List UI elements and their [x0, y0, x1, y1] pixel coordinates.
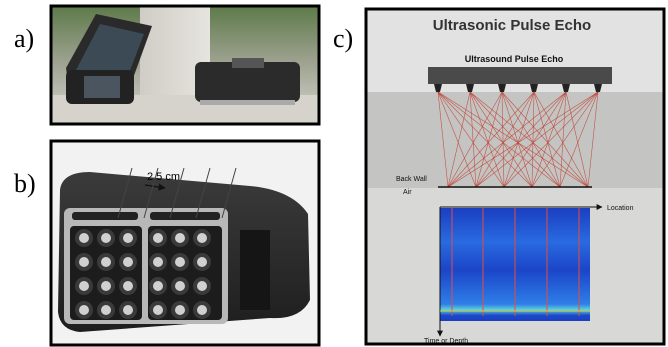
- sensor-tip: [101, 233, 111, 243]
- panel-label: a): [14, 24, 34, 53]
- sensor-tip: [101, 305, 111, 315]
- sensor-tip: [123, 281, 133, 291]
- sensor-tip: [197, 305, 207, 315]
- air-label: Air: [403, 189, 412, 196]
- sensor-tip: [153, 305, 163, 315]
- sensor-tip: [123, 233, 133, 243]
- device-shadow: [200, 100, 295, 105]
- sensor-tip: [101, 257, 111, 267]
- panel-label: c): [333, 24, 353, 53]
- sensor-tip: [79, 257, 89, 267]
- sensor-tip: [101, 281, 111, 291]
- sensor-tip: [197, 233, 207, 243]
- sensor-tip: [123, 257, 133, 267]
- sensor-tip: [175, 233, 185, 243]
- x-axis-label: Location: [607, 205, 634, 212]
- side-recess: [240, 230, 270, 310]
- diagram-title: Ultrasonic Pulse Echo: [433, 17, 591, 34]
- sensor-tip: [197, 257, 207, 267]
- tablet-display: [84, 76, 120, 98]
- sensor-tip: [123, 305, 133, 315]
- sensor-tip: [175, 281, 185, 291]
- sensor-tip: [175, 305, 185, 315]
- array-label: Ultrasound Pulse Echo: [465, 54, 564, 64]
- diagram-c: Ultrasonic Pulse Echo Ultrasound Pulse E…: [365, 8, 665, 345]
- slot: [150, 212, 220, 220]
- sensor-tip: [153, 281, 163, 291]
- back-wall-label: Back Wall: [396, 176, 427, 183]
- photo-b: 2,5 cm: [50, 141, 320, 345]
- sensor-tip: [197, 281, 207, 291]
- slot: [72, 212, 138, 220]
- sensor-tip: [79, 281, 89, 291]
- panel-label: b): [14, 169, 36, 198]
- sensor-tip: [79, 233, 89, 243]
- sensor-tip: [153, 257, 163, 267]
- sensor-tip: [175, 257, 185, 267]
- scale-label: 2,5 cm: [147, 171, 180, 183]
- transducer-array: [428, 67, 612, 84]
- device-top: [232, 58, 264, 68]
- sensor-tip: [79, 305, 89, 315]
- photo-a: [50, 6, 320, 124]
- sensor-tip: [153, 233, 163, 243]
- figure: a) b) 2,5 cm c) Ultrasonic Pulse Echo Ul…: [0, 0, 668, 347]
